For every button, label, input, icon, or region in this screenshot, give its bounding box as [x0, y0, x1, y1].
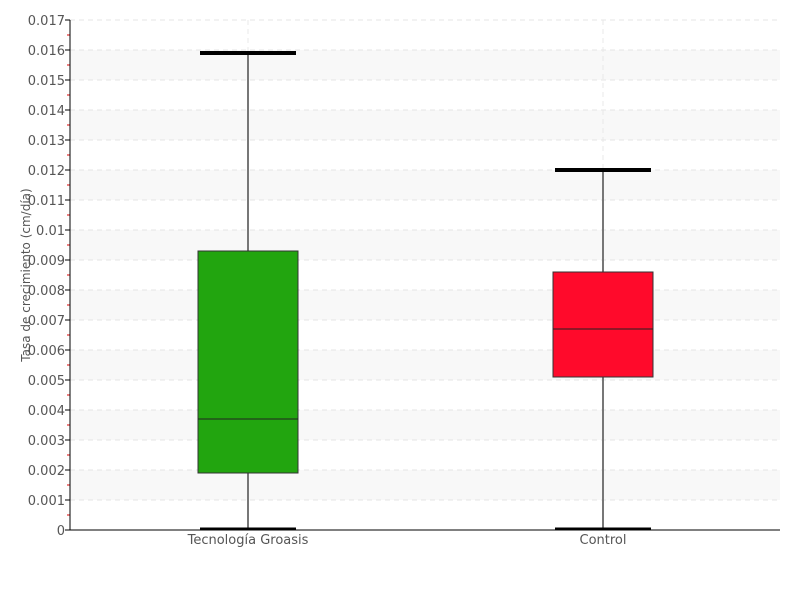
grid-band — [70, 350, 780, 380]
x-tick-label: Tecnología Groasis — [187, 533, 309, 548]
y-tick-label: 0.002 — [28, 464, 65, 479]
y-tick-label: 0.012 — [28, 164, 65, 179]
grid-band — [70, 410, 780, 440]
y-tick-label: 0.003 — [28, 434, 65, 449]
grid-band — [70, 110, 780, 140]
y-tick-label: 0.008 — [28, 284, 65, 299]
y-tick-label: 0.013 — [28, 134, 65, 149]
grid-band — [70, 290, 780, 320]
box-iqr — [552, 271, 654, 378]
y-tick-label: 0.011 — [28, 194, 65, 209]
y-axis-label: Tasa de crecimiento (cm/día) — [19, 188, 33, 362]
grid-band — [70, 230, 780, 260]
y-tick-label: 0.007 — [28, 314, 65, 329]
grid-lines — [70, 19, 780, 530]
grid-band — [70, 470, 780, 500]
y-tick-label: 0.009 — [28, 254, 65, 269]
x-tick-label: Control — [580, 533, 627, 548]
boxes — [197, 51, 654, 531]
y-tick-label: 0.016 — [28, 44, 65, 59]
y-tick-label: 0 — [57, 524, 65, 539]
box-iqr — [197, 250, 299, 474]
y-tick-label: 0.01 — [36, 224, 65, 239]
grid-band — [70, 170, 780, 200]
background-bands — [70, 50, 780, 500]
y-tick-label: 0.001 — [28, 494, 65, 509]
y-tick-label: 0.014 — [28, 104, 65, 119]
grid-band — [70, 50, 780, 80]
y-tick-label: 0.017 — [28, 14, 65, 29]
y-tick-label: 0.006 — [28, 344, 65, 359]
axes: 0 0.001 0.002 0.003 0.004 0.005 0.006 0.007 0.00… — [28, 14, 780, 548]
y-tick-label: 0.004 — [28, 404, 65, 419]
y-tick-label: 0.005 — [28, 374, 65, 389]
y-tick-label: 0.015 — [28, 74, 65, 89]
